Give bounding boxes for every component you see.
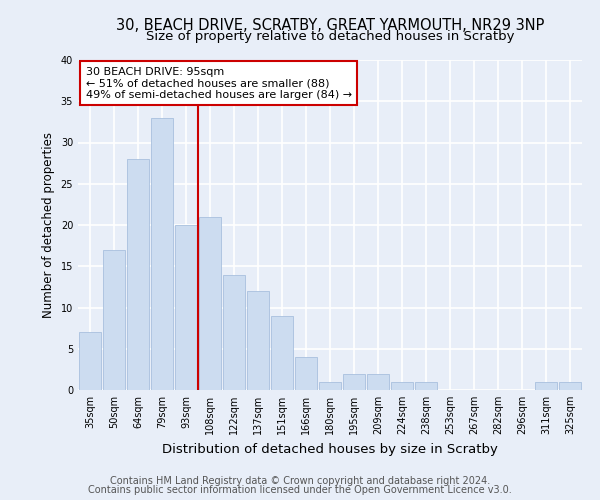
Bar [127, 159, 149, 390]
Y-axis label: Number of detached properties: Number of detached properties [42, 132, 55, 318]
Bar [223, 274, 245, 390]
Bar [319, 382, 341, 390]
Bar [559, 382, 581, 390]
Bar [295, 357, 317, 390]
Text: 30 BEACH DRIVE: 95sqm
← 51% of detached houses are smaller (88)
49% of semi-deta: 30 BEACH DRIVE: 95sqm ← 51% of detached … [86, 66, 352, 100]
Text: Contains HM Land Registry data © Crown copyright and database right 2024.: Contains HM Land Registry data © Crown c… [110, 476, 490, 486]
Text: Contains public sector information licensed under the Open Government Licence v3: Contains public sector information licen… [88, 485, 512, 495]
Bar [271, 316, 293, 390]
Bar [79, 332, 101, 390]
X-axis label: Distribution of detached houses by size in Scratby: Distribution of detached houses by size … [162, 442, 498, 456]
Text: 30, BEACH DRIVE, SCRATBY, GREAT YARMOUTH, NR29 3NP: 30, BEACH DRIVE, SCRATBY, GREAT YARMOUTH… [116, 18, 544, 32]
Bar [151, 118, 173, 390]
Bar [247, 291, 269, 390]
Bar [367, 374, 389, 390]
Bar [175, 225, 197, 390]
Bar [343, 374, 365, 390]
Bar [415, 382, 437, 390]
Bar [391, 382, 413, 390]
Bar [199, 217, 221, 390]
Bar [535, 382, 557, 390]
Bar [103, 250, 125, 390]
Text: Size of property relative to detached houses in Scratby: Size of property relative to detached ho… [146, 30, 514, 43]
